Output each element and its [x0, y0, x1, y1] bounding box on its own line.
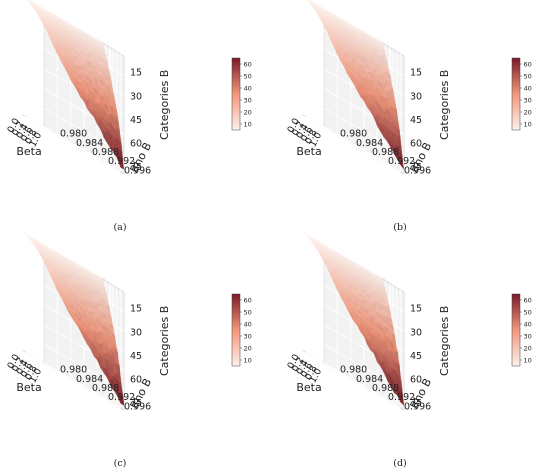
- z-tick-label: 75: [130, 162, 142, 173]
- colorbar-tick-label: 20: [524, 344, 532, 352]
- z-tick-label: 60: [410, 375, 422, 386]
- surface-facet: [399, 156, 405, 170]
- panel-caption: (c): [114, 458, 127, 469]
- colorbar-tick-label: 30: [524, 96, 532, 104]
- x-axis-label: Beta: [16, 381, 41, 394]
- colorbar-tick-label: 60: [524, 296, 532, 304]
- grid-line: [315, 121, 338, 137]
- y-tick-label: 0.992: [388, 392, 415, 403]
- x-axis-label: Beta: [16, 145, 41, 158]
- y-tick-label: 0.980: [60, 365, 87, 376]
- surface: [306, 0, 405, 170]
- z-axis-label: Categories B: [438, 70, 451, 140]
- z-tick-label: 75: [410, 398, 422, 409]
- y-tick-label: 0.992: [108, 156, 135, 167]
- y-tick-label: 0.984: [356, 374, 383, 385]
- y-tick-label: 0.980: [60, 129, 87, 140]
- surface: [21, 231, 125, 406]
- colorbar-tick-label: 50: [524, 72, 532, 80]
- z-tick-label: 60: [130, 139, 142, 150]
- colorbar-tick-label: 40: [524, 320, 532, 328]
- y-tick-label: 0.988: [372, 383, 399, 394]
- panel-caption: (a): [113, 222, 126, 233]
- z-tick-label: 15: [410, 304, 422, 315]
- colorbar-tick-label: 60: [524, 60, 532, 68]
- z-tick-label: 60: [410, 139, 422, 150]
- y-tick-label: 0.984: [76, 138, 103, 149]
- y-tick-label: 0.988: [372, 147, 399, 158]
- z-tick-label: 30: [130, 327, 142, 338]
- x-axis-label: Beta: [296, 381, 321, 394]
- colorbar-tick-label: 10: [244, 356, 252, 364]
- grid-line: [35, 357, 58, 373]
- y-tick-label: 0.996: [124, 401, 151, 412]
- y-tick-label: 0.984: [356, 138, 383, 149]
- z-tick-label: 30: [410, 327, 422, 338]
- z-tick-label: 45: [410, 351, 422, 362]
- panel-caption: (b): [393, 222, 407, 233]
- surface-facet: [119, 393, 125, 406]
- colorbar-tick-label: 50: [244, 72, 252, 80]
- surface-facet: [119, 156, 125, 170]
- panel-a: 0.00.20.40.60.81.0Beta0.9800.9840.9880.9…: [5, 0, 252, 233]
- colorbar-tick-label: 20: [524, 108, 532, 116]
- y-tick-label: 0.992: [388, 156, 415, 167]
- colorbar-tick-label: 10: [524, 356, 532, 364]
- colorbar-tick-label: 40: [244, 320, 252, 328]
- surface: [301, 231, 405, 406]
- y-tick-label: 0.996: [124, 165, 151, 176]
- colorbar-tick-label: 30: [244, 96, 252, 104]
- z-tick-label: 15: [130, 68, 142, 79]
- colorbar-tick-label: 40: [524, 84, 532, 92]
- y-tick-label: 0.992: [108, 392, 135, 403]
- z-tick-label: 75: [130, 398, 142, 409]
- colorbar: [511, 293, 521, 367]
- colorbar-tick-label: 60: [244, 296, 252, 304]
- z-tick-label: 75: [410, 162, 422, 173]
- z-tick-label: 45: [130, 115, 142, 126]
- x-axis-label: Beta: [296, 145, 321, 158]
- y-tick-label: 0.988: [92, 383, 119, 394]
- y-tick-label: 0.984: [76, 374, 103, 385]
- z-tick-label: 15: [410, 68, 422, 79]
- panel-caption: (d): [393, 458, 407, 469]
- colorbar-tick-label: 40: [244, 84, 252, 92]
- colorbar: [231, 57, 241, 131]
- colorbar-tick-label: 20: [244, 344, 252, 352]
- surface: [26, 0, 125, 170]
- z-tick-label: 45: [410, 115, 422, 126]
- z-tick-label: 60: [130, 375, 142, 386]
- colorbar: [511, 57, 521, 131]
- colorbar-tick-label: 30: [524, 332, 532, 340]
- y-tick-label: 0.996: [404, 401, 431, 412]
- colorbar-tick-label: 60: [244, 60, 252, 68]
- z-tick-label: 30: [130, 91, 142, 102]
- z-tick-label: 45: [130, 351, 142, 362]
- colorbar-tick-label: 50: [524, 308, 532, 316]
- panel-b: 0.00.20.40.60.81.0Beta0.9800.9840.9880.9…: [285, 0, 532, 233]
- z-axis-label: Categories B: [158, 70, 171, 140]
- z-tick-label: 15: [130, 304, 142, 315]
- grid-line: [315, 357, 338, 373]
- z-tick-label: 30: [410, 91, 422, 102]
- grid-line: [35, 121, 58, 137]
- colorbar-tick-label: 10: [244, 120, 252, 128]
- panel-d: 0.00.20.40.60.81.0Beta0.9800.9840.9880.9…: [285, 231, 532, 469]
- colorbar: [231, 293, 241, 367]
- colorbar-tick-label: 50: [244, 308, 252, 316]
- y-tick-label: 0.988: [92, 147, 119, 158]
- colorbar-tick-label: 30: [244, 332, 252, 340]
- y-tick-label: 0.996: [404, 165, 431, 176]
- surface-facet: [399, 391, 405, 406]
- panel-c: 0.00.20.40.60.81.0Beta0.9800.9840.9880.9…: [5, 231, 252, 469]
- colorbar-tick-label: 20: [244, 108, 252, 116]
- z-axis-label: Categories B: [158, 306, 171, 376]
- colorbar-tick-label: 10: [524, 120, 532, 128]
- z-axis-label: Categories B: [438, 306, 451, 376]
- y-tick-label: 0.980: [340, 129, 367, 140]
- y-tick-label: 0.980: [340, 365, 367, 376]
